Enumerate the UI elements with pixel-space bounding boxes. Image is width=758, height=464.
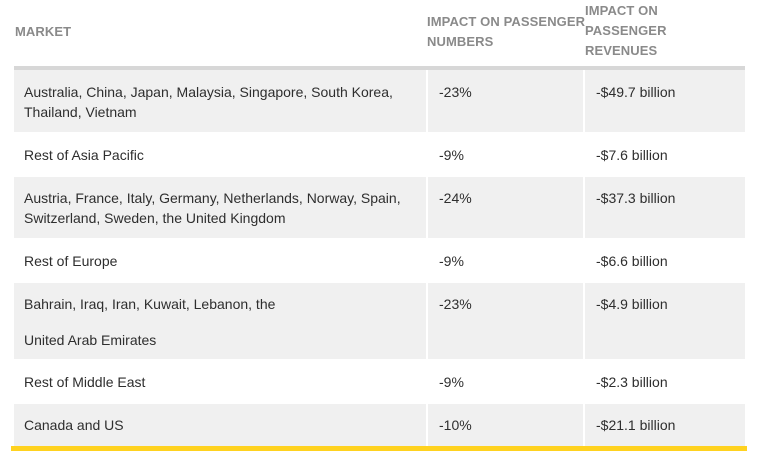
market-line: Austria, France, Italy, Germany, Netherl… xyxy=(24,190,401,206)
market-cell: Rest of Europe xyxy=(14,238,426,283)
market-line: Rest of Middle East xyxy=(24,374,146,390)
table-row: Austria, France, Italy, Germany, Netherl… xyxy=(14,177,745,238)
header-divider xyxy=(14,66,745,70)
market-cell: Canada and US xyxy=(14,404,426,446)
market-line: Thailand, Vietnam xyxy=(24,104,137,120)
market-cell: Austria, France, Italy, Germany, Netherl… xyxy=(14,177,426,238)
passenger-impact-cell: -24% xyxy=(426,177,583,238)
market-line: Canada and US xyxy=(24,417,124,433)
revenue-impact-cell: -$49.7 billion xyxy=(583,70,745,132)
market-line: Rest of Asia Pacific xyxy=(24,147,144,163)
column-header-passenger-numbers: IMPACT ON PASSENGER NUMBERS xyxy=(427,14,586,49)
column-header-market: MARKET xyxy=(15,24,72,39)
table-row: Rest of Middle East -9% -$2.3 billion xyxy=(14,359,745,404)
passenger-impact-cell: -10% xyxy=(426,404,583,446)
column-header-passenger-revenues: IMPACT ON PASSENGER REVENUES xyxy=(585,3,667,58)
revenue-impact-cell: -$37.3 billion xyxy=(583,177,745,238)
market-line: Switzerland, Sweden, the United Kingdom xyxy=(24,210,286,226)
table-row: Bahrain, Iraq, Iran, Kuwait, Lebanon, th… xyxy=(14,283,745,359)
market-cell: Rest of Asia Pacific xyxy=(14,132,426,177)
market-cell: Rest of Middle East xyxy=(14,359,426,404)
revenue-impact-cell: -$2.3 billion xyxy=(583,359,745,404)
table-row: Rest of Asia Pacific -9% -$7.6 billion xyxy=(14,132,745,177)
passenger-impact-cell: -23% xyxy=(426,70,583,132)
revenue-impact-cell: -$6.6 billion xyxy=(583,238,745,283)
table-row: Rest of Europe -9% -$6.6 billion xyxy=(14,238,745,283)
table-row: Canada and US -10% -$21.1 billion xyxy=(14,404,745,446)
market-cell: Australia, China, Japan, Malaysia, Singa… xyxy=(14,70,426,132)
market-cell: Bahrain, Iraq, Iran, Kuwait, Lebanon, th… xyxy=(14,283,426,359)
revenue-impact-cell: -$4.9 billion xyxy=(583,283,745,359)
passenger-impact-cell: -9% xyxy=(426,238,583,283)
passenger-impact-cell: -9% xyxy=(426,359,583,404)
revenue-impact-cell: -$7.6 billion xyxy=(583,132,745,177)
passenger-impact-cell: -9% xyxy=(426,132,583,177)
market-line: United Arab Emirates xyxy=(24,332,157,348)
market-line: Australia, China, Japan, Malaysia, Singa… xyxy=(24,84,393,100)
accent-bottom-rule xyxy=(11,446,747,451)
market-line: Bahrain, Iraq, Iran, Kuwait, Lebanon, th… xyxy=(24,296,276,312)
passenger-impact-cell: -23% xyxy=(426,283,583,359)
revenue-impact-cell: -$21.1 billion xyxy=(583,404,745,446)
table-row: Australia, China, Japan, Malaysia, Singa… xyxy=(14,70,745,132)
market-line: Rest of Europe xyxy=(24,253,118,269)
